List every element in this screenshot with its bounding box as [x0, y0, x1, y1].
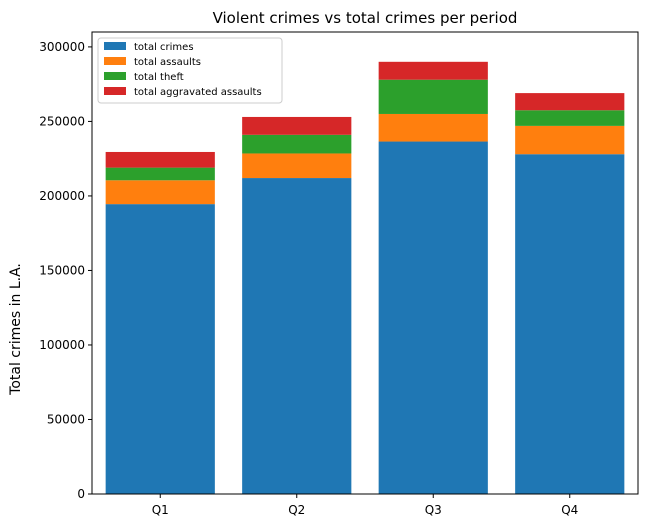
- bars-layer: [105, 61, 625, 495]
- bar-q2-series-2: [242, 153, 352, 179]
- bar-q3-series-4: [378, 61, 488, 80]
- plot-area-border: [91, 31, 639, 495]
- legend-swatch: [104, 87, 126, 95]
- legend-box: [97, 37, 283, 104]
- x-tick-label: Q4: [561, 503, 578, 517]
- plot-frame: [91, 31, 639, 495]
- bar-q2-series-3: [242, 134, 352, 154]
- legend-label: total assaults: [134, 57, 201, 68]
- y-tick-label: 100000: [39, 338, 85, 352]
- x-tick-label: Q1: [152, 503, 169, 517]
- bar-q2-series-4: [242, 116, 352, 135]
- legend-label: total aggravated assaults: [134, 87, 262, 98]
- chart-title: Violent crimes vs total crimes per perio…: [213, 9, 518, 27]
- bar-q4-series-1: [515, 154, 625, 494]
- x-tick-label: Q2: [288, 503, 305, 517]
- legend-label: total crimes: [134, 42, 194, 53]
- y-axis-label: Total crimes in L.A.: [8, 263, 24, 396]
- bar-q1-series-3: [105, 167, 215, 181]
- y-tick-label: 250000: [39, 114, 85, 128]
- bar-q1-series-1: [105, 204, 215, 494]
- bar-q2-series-1: [242, 178, 352, 494]
- bar-q3-series-2: [378, 113, 488, 142]
- y-tick-label: 50000: [47, 412, 85, 426]
- legend-swatch: [104, 72, 126, 80]
- legend-swatch: [104, 42, 126, 50]
- bar-q1-series-2: [105, 180, 215, 205]
- y-tick-label: 300000: [39, 40, 85, 54]
- bar-q4-series-2: [515, 125, 625, 155]
- bar-q4-series-4: [515, 93, 625, 111]
- legend-label: total theft: [134, 72, 184, 83]
- bar-q4-series-3: [515, 110, 625, 126]
- legend: total crimes total assaults total theft tot…: [97, 37, 283, 104]
- y-tick-label: 150000: [39, 263, 85, 277]
- bar-q1-series-4: [105, 151, 215, 168]
- x-axis: Q1 Q2 Q3 Q4: [152, 494, 578, 517]
- x-tick-label: Q3: [425, 503, 442, 517]
- y-axis: 0 50000 100000 150000 200000 250000 300000: [39, 40, 92, 501]
- bar-q3-series-1: [378, 141, 488, 495]
- bar-q3-series-3: [378, 79, 488, 114]
- y-tick-label: 0: [77, 487, 85, 501]
- legend-swatch: [104, 57, 126, 65]
- y-tick-label: 200000: [39, 189, 85, 203]
